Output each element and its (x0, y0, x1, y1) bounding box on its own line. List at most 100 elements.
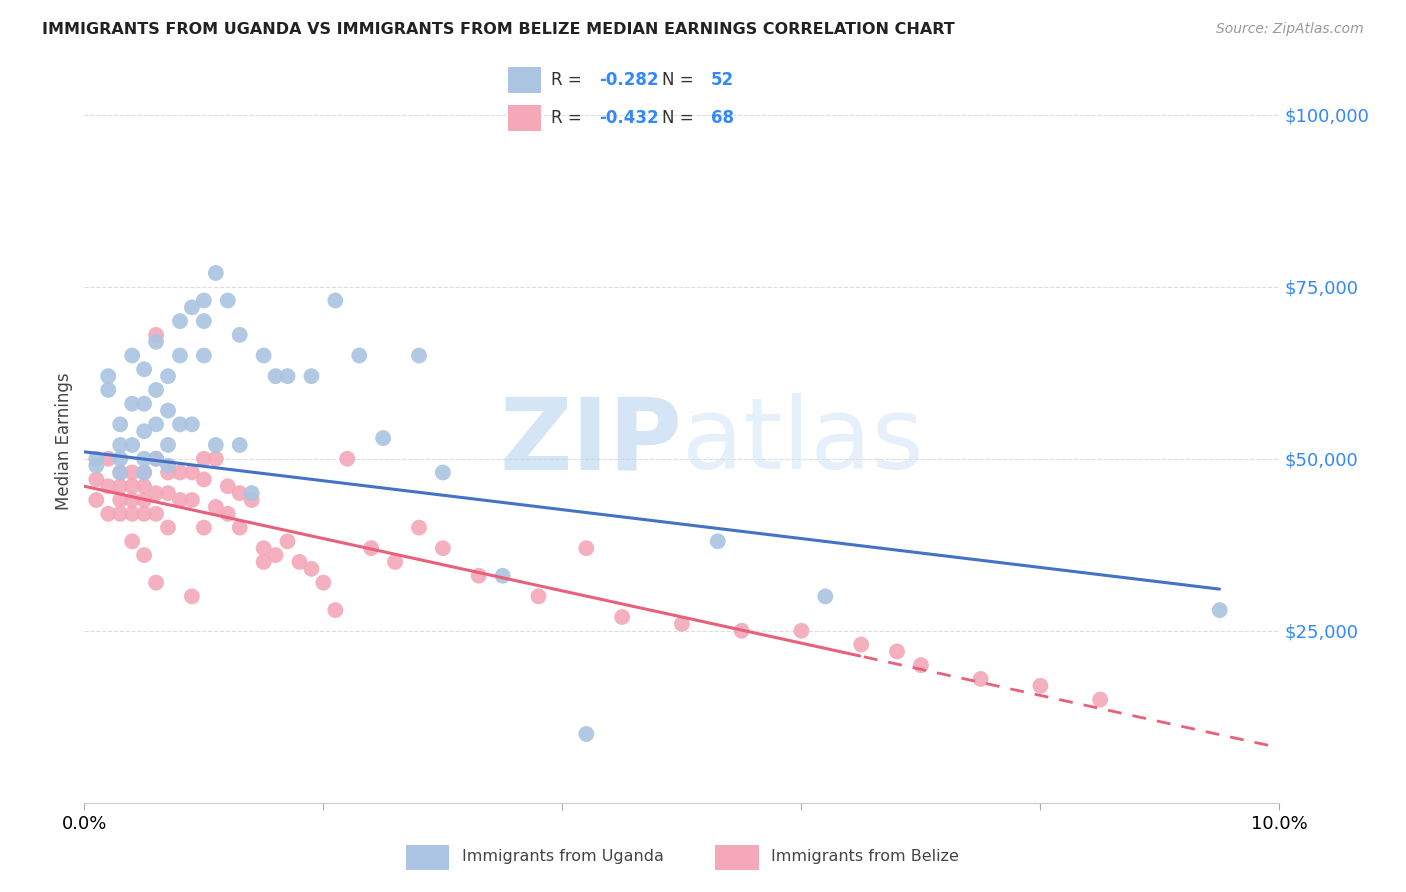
Point (910, 658, 932, 673)
Point (97, 451, 120, 466)
Point (169, 349, 191, 363)
Point (132, 507, 156, 521)
Point (253, 541, 276, 556)
Point (707, 534, 730, 549)
Point (86, 458, 108, 473)
Point (671, 616, 693, 631)
Text: 68: 68 (710, 109, 734, 128)
Text: -0.282: -0.282 (599, 70, 658, 89)
Point (527, 590, 550, 604)
Point (97, 479, 120, 493)
Point (253, 349, 276, 363)
Point (432, 541, 454, 556)
Point (193, 472, 215, 486)
Point (121, 466, 143, 480)
Point (790, 624, 813, 638)
Point (97, 383, 120, 397)
Text: Immigrants from Belize: Immigrants from Belize (770, 849, 959, 863)
Point (217, 479, 239, 493)
Point (169, 417, 191, 432)
Point (205, 266, 228, 280)
Point (110, 507, 132, 521)
FancyBboxPatch shape (508, 105, 541, 131)
Point (132, 466, 156, 480)
Point (193, 520, 215, 534)
Point (205, 500, 228, 514)
Point (181, 590, 204, 604)
Text: IMMIGRANTS FROM UGANDA VS IMMIGRANTS FROM BELIZE MEDIAN EARNINGS CORRELATION CHA: IMMIGRANTS FROM UGANDA VS IMMIGRANTS FRO… (42, 22, 955, 37)
Point (110, 417, 132, 432)
Point (157, 369, 180, 384)
Point (181, 466, 204, 480)
Point (121, 507, 143, 521)
Text: N =: N = (662, 109, 699, 128)
Point (157, 438, 180, 452)
Point (384, 555, 406, 569)
Text: N =: N = (662, 70, 699, 89)
Point (121, 493, 143, 508)
FancyBboxPatch shape (716, 846, 759, 870)
Point (240, 486, 263, 500)
Point (432, 466, 454, 480)
Point (181, 301, 204, 315)
Point (121, 534, 143, 549)
Point (336, 451, 359, 466)
Text: R =: R = (551, 109, 586, 128)
Point (145, 334, 167, 349)
Point (814, 590, 837, 604)
Point (132, 479, 156, 493)
Point (121, 438, 143, 452)
Point (301, 562, 323, 576)
Point (132, 548, 156, 562)
Point (205, 451, 228, 466)
Text: atlas: atlas (682, 393, 924, 490)
Point (277, 534, 299, 549)
Point (86, 472, 108, 486)
Text: -0.432: -0.432 (599, 109, 658, 128)
Point (1090, 692, 1112, 706)
Point (360, 541, 382, 556)
Point (145, 417, 167, 432)
Point (373, 431, 395, 445)
Point (132, 362, 156, 376)
FancyBboxPatch shape (406, 846, 450, 870)
Point (145, 451, 167, 466)
Point (110, 466, 132, 480)
Point (492, 568, 515, 582)
Point (886, 644, 908, 658)
Point (145, 507, 167, 521)
Point (86, 493, 108, 508)
Point (253, 555, 276, 569)
Point (193, 451, 215, 466)
Point (157, 486, 180, 500)
Point (97, 507, 120, 521)
Point (145, 575, 167, 590)
Text: Immigrants from Uganda: Immigrants from Uganda (461, 849, 664, 863)
Text: ZIP: ZIP (499, 393, 682, 490)
Point (132, 397, 156, 411)
Point (228, 327, 252, 342)
Point (205, 438, 228, 452)
Point (228, 520, 252, 534)
Point (121, 397, 143, 411)
Point (851, 638, 873, 652)
Point (121, 479, 143, 493)
Point (193, 349, 215, 363)
Point (264, 548, 287, 562)
Point (468, 568, 491, 582)
Point (970, 672, 993, 686)
Point (731, 624, 754, 638)
Point (145, 451, 167, 466)
Point (157, 520, 180, 534)
Point (408, 349, 430, 363)
Point (612, 610, 634, 624)
Point (240, 493, 263, 508)
Point (145, 383, 167, 397)
Point (193, 293, 215, 308)
Point (1209, 603, 1232, 617)
Point (1029, 679, 1052, 693)
Point (288, 555, 311, 569)
Point (169, 314, 191, 328)
Point (145, 327, 167, 342)
Text: 52: 52 (710, 70, 734, 89)
